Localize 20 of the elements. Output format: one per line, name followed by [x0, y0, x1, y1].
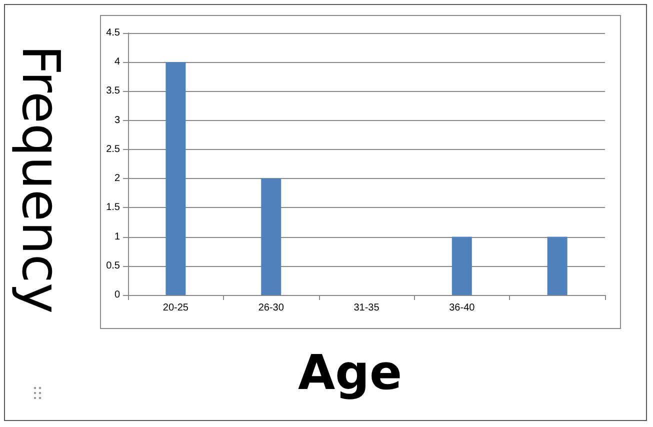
y-axis-title: Frequency — [10, 45, 70, 314]
y-tick-label: 1 — [114, 231, 120, 242]
y-tick-label: 4 — [114, 56, 120, 68]
bar — [261, 178, 282, 295]
x-tick-label: 36-40 — [449, 302, 476, 314]
y-tick-label: 2.5 — [106, 144, 120, 155]
x-tick-label: 31-35 — [354, 302, 380, 314]
y-tick-label: 2 — [114, 173, 120, 184]
x-tick-label: 20-25 — [162, 302, 189, 314]
bar — [452, 236, 472, 295]
y-tick-label: 0.5 — [106, 260, 120, 272]
bar — [166, 62, 186, 295]
y-tick-label: 3 — [114, 114, 120, 126]
y-tick-label: 3.5 — [106, 86, 120, 97]
y-tick-label: 1.5 — [106, 202, 120, 214]
bar — [547, 236, 568, 295]
y-tick-label: 0 — [114, 290, 120, 300]
x-tick-label: 26-30 — [258, 302, 284, 314]
y-tick-label: 4.5 — [106, 28, 120, 38]
x-axis-title: Age — [296, 345, 404, 401]
